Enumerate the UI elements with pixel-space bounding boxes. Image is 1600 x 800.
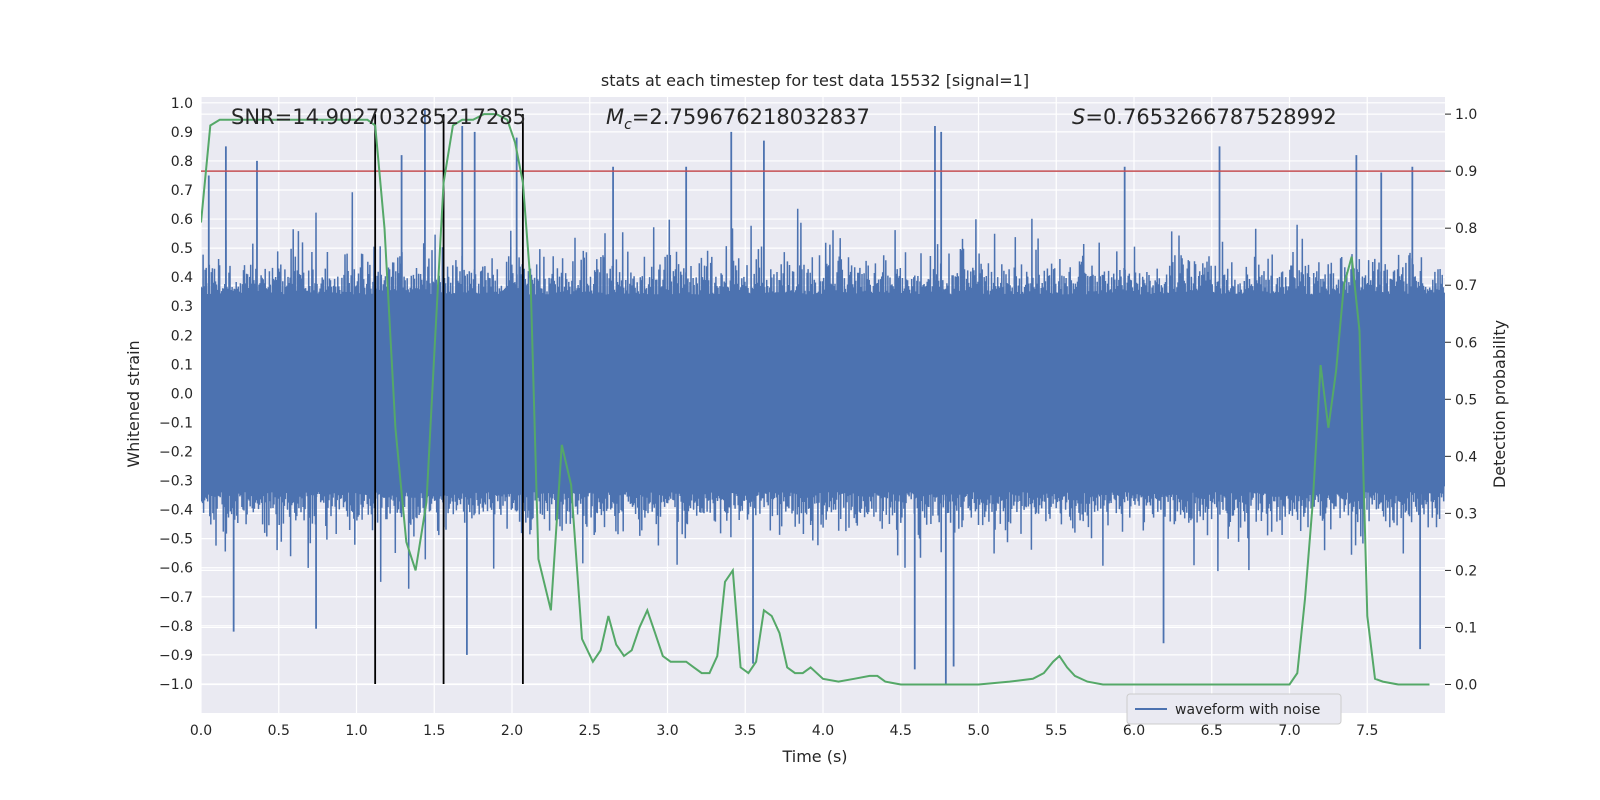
s-annotation: S=0.7653266787528992	[1072, 105, 1337, 129]
legend: waveform with noise	[1126, 693, 1342, 725]
x-axis-label: Time (s)	[781, 747, 847, 766]
y2-tick-label: 0.1	[1455, 620, 1477, 636]
y-axis-ticks: 1.0 0.9 0.8 0.7 0.6 0.5 0.4 0.3 0.2 0.1 0.0 −0.1 −0.…	[159, 96, 193, 693]
x-axis-ticks: 0.0 0.5 1.0 1.5 2.0 2.5 3.0 3.5 4.0 4.5 5.0 5.5 6.0 6…	[190, 723, 1379, 739]
y-tick-label: 1.0	[171, 96, 193, 112]
y2-tick-label: 0.3	[1455, 506, 1477, 522]
waveform-series	[201, 108, 1445, 684]
y-tick-label: 0.3	[171, 299, 193, 315]
y-tick-label: 0.1	[171, 357, 193, 373]
snr-annotation: SNR=14.902703285217285	[231, 105, 526, 129]
y-tick-label: −0.8	[159, 619, 193, 635]
x-tick-label: 1.0	[345, 723, 367, 739]
y2-tick-label: 0.5	[1455, 392, 1477, 408]
waveform-core	[201, 300, 1445, 487]
y-tick-label: −0.4	[159, 503, 193, 519]
s-value: =0.7653266787528992	[1085, 105, 1336, 129]
y-tick-label: 0.9	[171, 125, 193, 141]
y-tick-label: −0.1	[159, 415, 193, 431]
y-tick-label: −0.3	[159, 474, 193, 490]
x-tick-label: 2.0	[501, 723, 523, 739]
x-tick-label: 2.5	[579, 723, 601, 739]
x-tick-label: 3.0	[656, 723, 678, 739]
x-tick-label: 0.5	[268, 723, 290, 739]
y-tick-label: 0.8	[171, 154, 193, 170]
y-tick-label: −0.2	[159, 444, 193, 460]
y-tick-label: 0.0	[171, 386, 193, 402]
y-tick-label: 0.7	[171, 183, 193, 199]
y-tick-label: 0.4	[171, 270, 193, 286]
y2-tick-label: 0.8	[1455, 221, 1477, 237]
y2-tick-label: 0.0	[1455, 677, 1477, 693]
chirp-mass-subscript: c	[624, 117, 632, 133]
x-tick-label: 0.0	[190, 723, 212, 739]
y-tick-label: 0.5	[171, 241, 193, 257]
y2-axis-ticks: 1.0 0.9 0.8 0.7 0.6 0.5 0.4 0.3 0.2 0.1 0.0	[1445, 107, 1477, 693]
y2-tick-label: 0.6	[1455, 335, 1477, 351]
probability-series	[201, 113, 1430, 686]
x-tick-label: 5.0	[967, 723, 989, 739]
x-tick-label: 6.0	[1123, 723, 1145, 739]
x-tick-label: 4.5	[890, 723, 912, 739]
chirp-mass-symbol: M	[606, 105, 624, 129]
y-tick-label: 0.6	[171, 212, 193, 228]
x-tick-label: 5.5	[1045, 723, 1067, 739]
y-tick-label: −0.7	[159, 590, 193, 606]
chirp-mass-value: =2.759676218032837	[632, 105, 870, 129]
y2-axis-label: Detection probability	[1490, 320, 1509, 488]
x-tick-label: 7.0	[1278, 723, 1300, 739]
x-tick-label: 1.5	[423, 723, 445, 739]
y2-tick-label: 0.4	[1455, 449, 1477, 465]
y-tick-label: −0.9	[159, 648, 193, 664]
chirp-mass-annotation: Mc=2.759676218032837	[606, 105, 870, 133]
x-tick-label: 7.5	[1356, 723, 1378, 739]
s-symbol: S	[1072, 105, 1085, 129]
y-tick-label: 0.2	[171, 328, 193, 344]
y2-tick-label: 0.7	[1455, 278, 1477, 294]
legend-waveform-label: waveform with noise	[1175, 702, 1320, 718]
legend-box	[1126, 693, 1342, 725]
waveform-line	[201, 192, 1445, 589]
overlay-lines	[201, 114, 1445, 684]
y-tick-label: −0.5	[159, 532, 193, 548]
x-tick-label: 6.5	[1201, 723, 1223, 739]
x-tick-label: 4.0	[812, 723, 834, 739]
chart-title: stats at each timestep for test data 155…	[601, 71, 1029, 90]
y2-tick-label: 0.9	[1455, 164, 1477, 180]
probability-line	[201, 113, 1430, 686]
y2-tick-label: 0.2	[1455, 563, 1477, 579]
x-tick-label: 3.5	[734, 723, 756, 739]
y-axis-label: Whitened strain	[124, 340, 143, 467]
y-tick-label: −1.0	[159, 677, 193, 693]
y2-tick-label: 1.0	[1455, 107, 1477, 123]
y-tick-label: −0.6	[159, 561, 193, 577]
